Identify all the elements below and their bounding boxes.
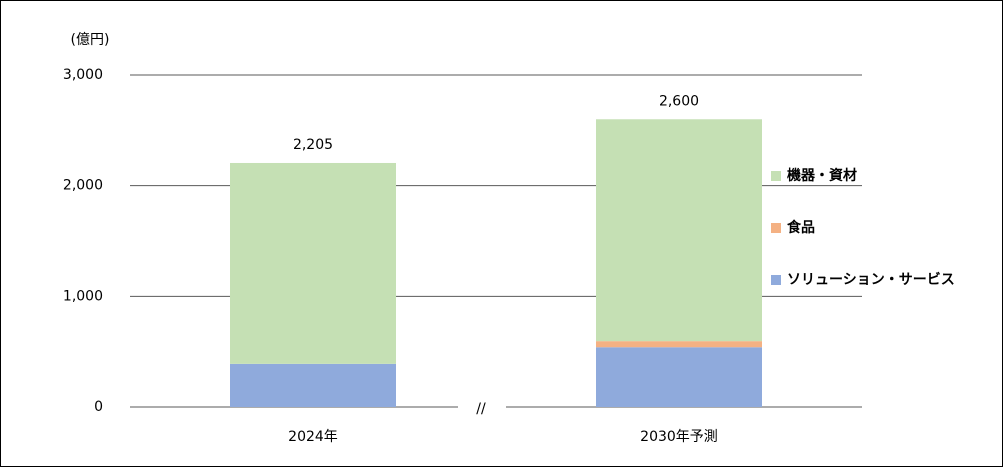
total-label: 2,600	[659, 93, 699, 109]
x-tick-label: 2024年	[288, 429, 338, 445]
total-label: 2,205	[293, 137, 333, 153]
legend-label: 食品	[787, 219, 815, 236]
legend-label: 機器・資材	[787, 167, 857, 184]
legend-swatch	[771, 223, 781, 233]
x-tick-label: 2030年予測	[640, 429, 718, 445]
bar-segment	[230, 363, 396, 407]
axis-break: //	[476, 401, 486, 417]
y-tick-label: 1,000	[63, 288, 103, 304]
bar-segment	[230, 162, 396, 364]
y-tick-label: 0	[94, 399, 103, 415]
y-tick-label: 2,000	[63, 178, 103, 194]
y-tick-label: 3,000	[63, 67, 103, 83]
axis-break-gap	[458, 401, 506, 413]
legend-swatch	[771, 275, 781, 285]
bar-segment	[596, 347, 762, 407]
legend-swatch	[771, 171, 781, 181]
y-unit-label: (億円)	[71, 32, 110, 48]
bar-segment	[596, 341, 762, 348]
bar-segment	[596, 119, 762, 342]
legend-label: ソリューション・サービス	[787, 272, 955, 288]
